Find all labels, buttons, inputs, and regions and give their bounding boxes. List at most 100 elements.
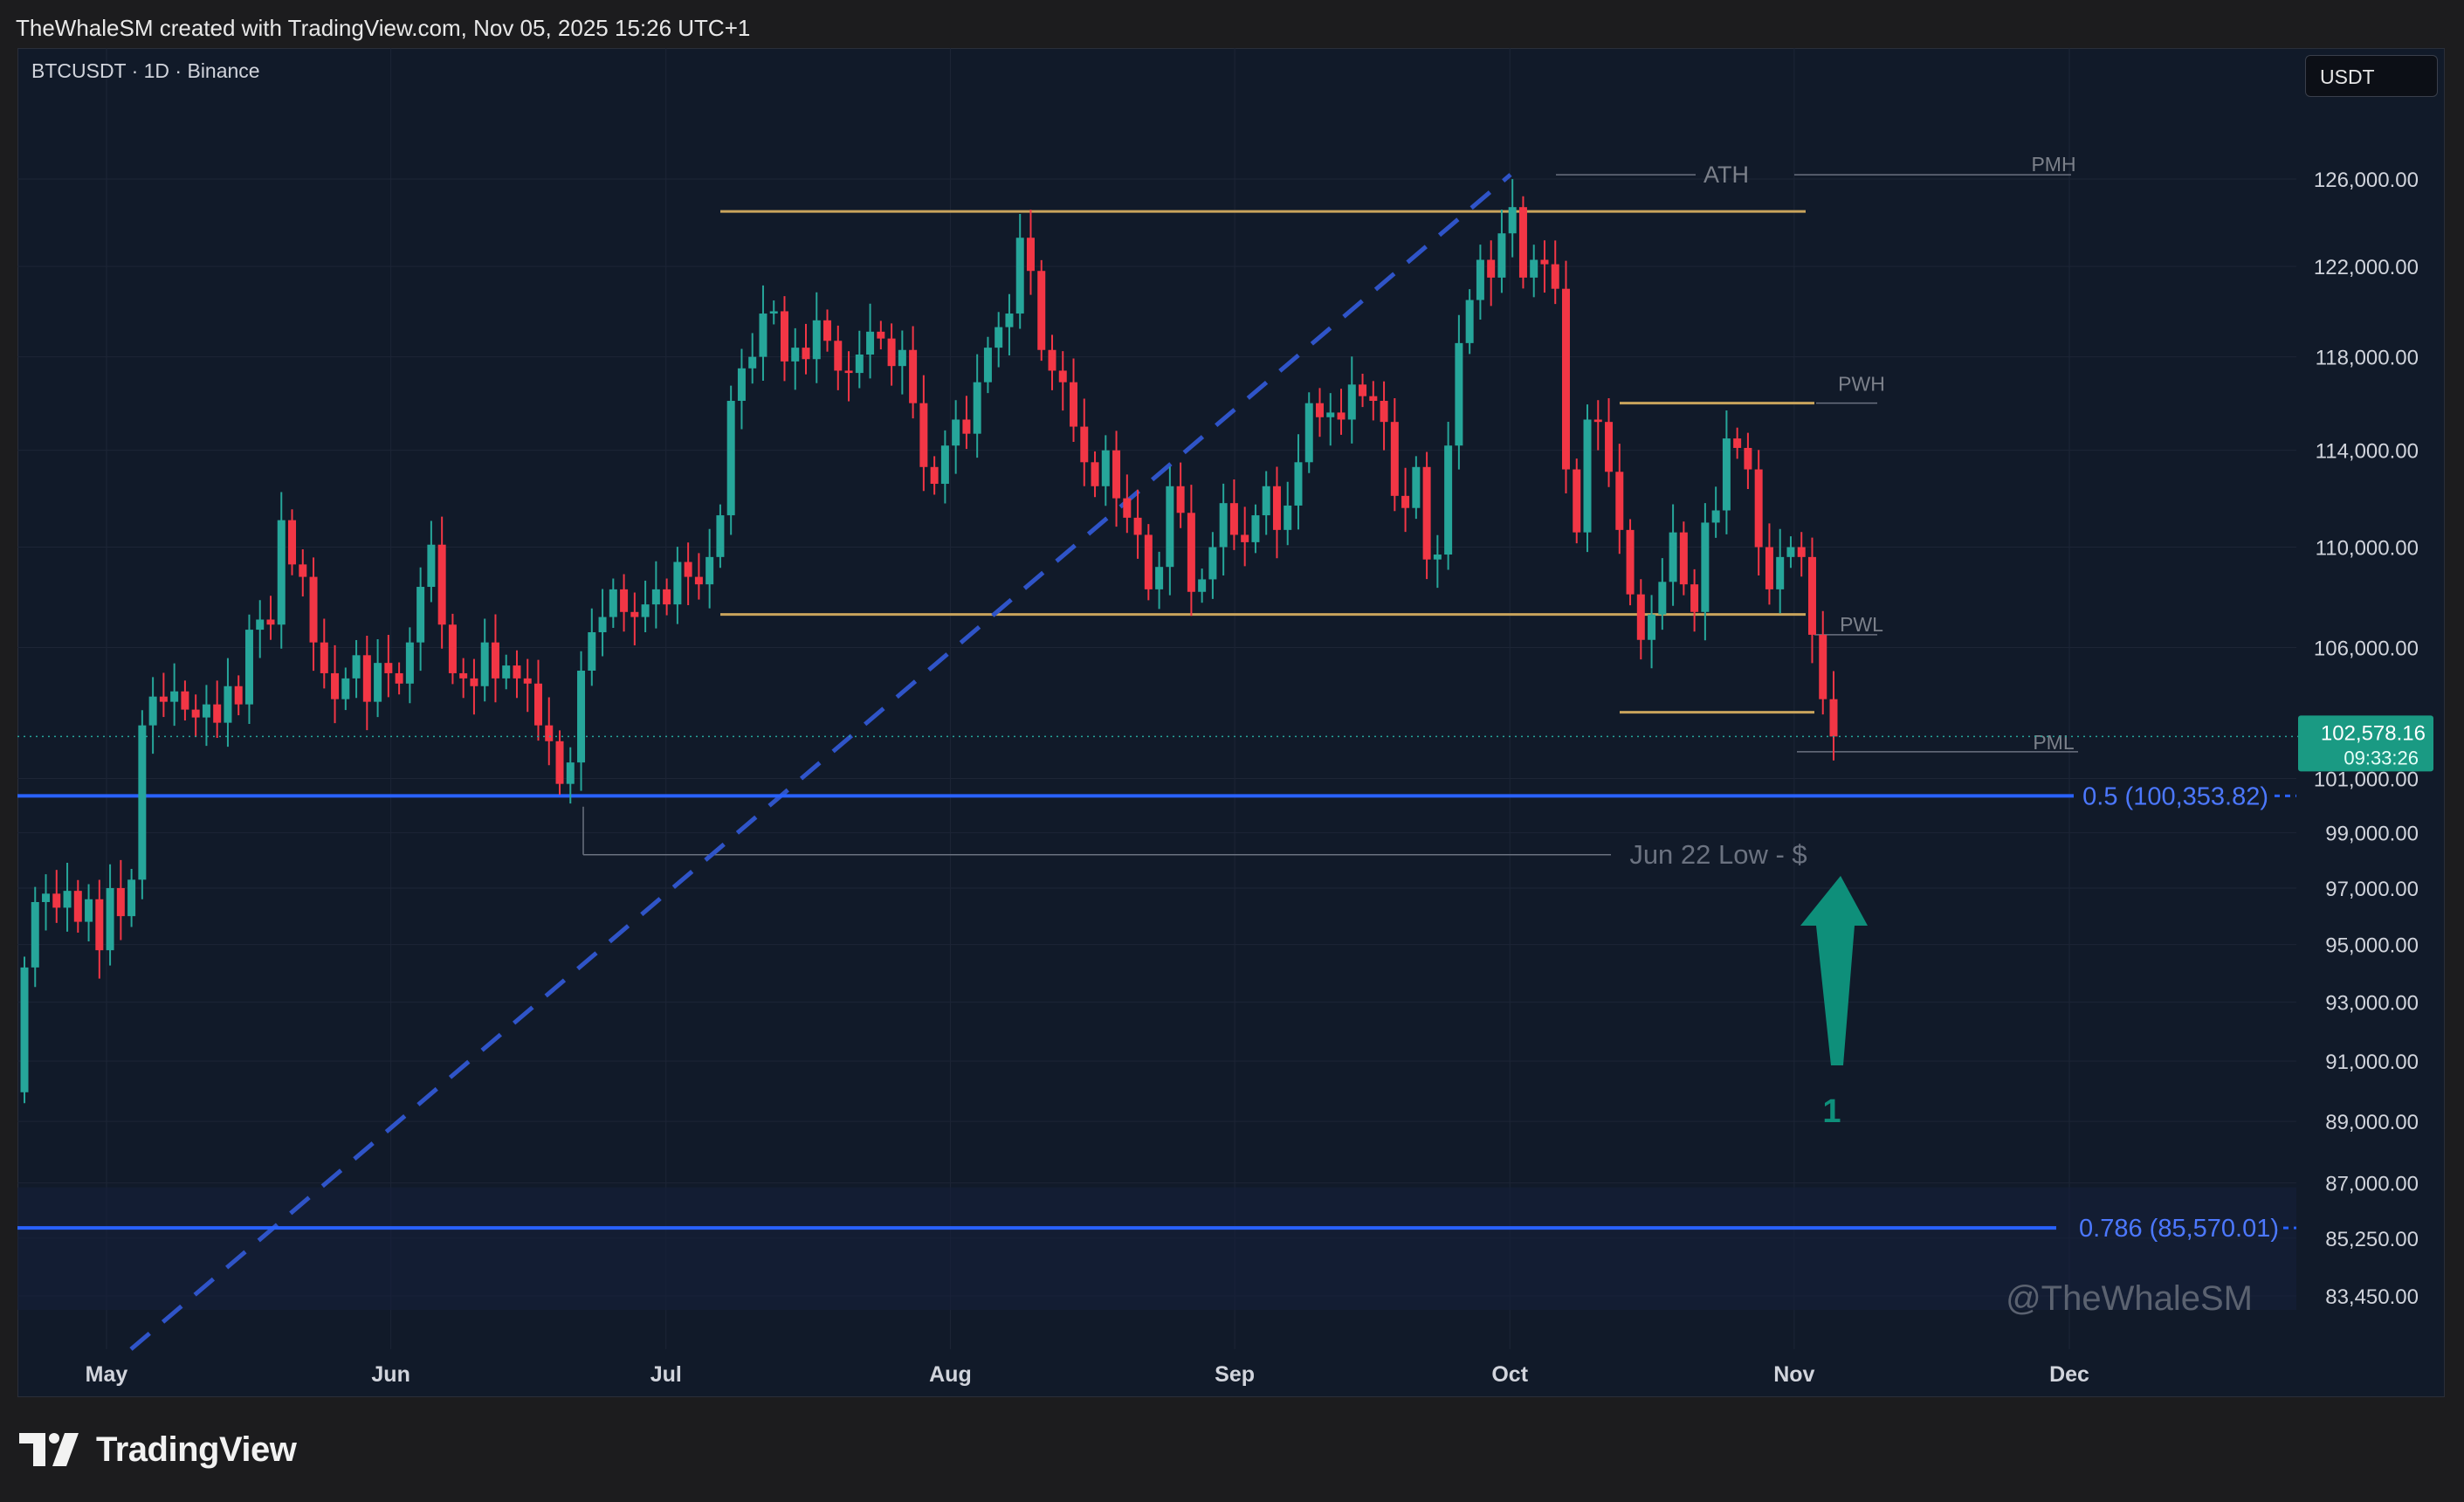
candle-body [191,709,200,718]
candle [726,385,735,535]
candle-body [1648,614,1656,640]
candle-body [1744,447,1752,470]
candle-body [405,642,414,684]
candle-body [1080,426,1089,463]
jun22-low-label: Jun 22 Low - $ [1629,839,1807,870]
candle-body [320,642,328,673]
candle-body [244,630,253,705]
candle [277,492,286,649]
candle-body [1829,699,1838,737]
currency-button[interactable]: USDT [2305,55,2438,97]
candle [20,956,29,1104]
candle [737,348,746,430]
candle-body [1518,207,1527,278]
candle [299,549,307,597]
candle-body [416,587,425,643]
candle-body [374,663,382,702]
candle-body [1401,495,1410,508]
y-tick-label: 122,000.00 [2314,256,2419,279]
candle [1187,485,1195,617]
candle-body [1593,419,1602,423]
candle [523,658,532,713]
candle-body [202,704,210,718]
candle-body [234,686,243,705]
candle-body [1144,534,1153,589]
candle [1497,210,1506,293]
candle [1005,293,1014,356]
candle [588,608,596,686]
tradingview-logo-icon [19,1433,79,1466]
candle [309,557,318,672]
candle [256,600,265,658]
candle-body [726,401,735,516]
last-price-value: 102,578.16 [2321,721,2426,745]
candle-body [1337,412,1346,420]
candle-body [148,696,157,726]
candle [234,675,243,716]
x-tick-label: Sep [1215,1362,1255,1387]
candle [1508,179,1517,258]
y-tick-label: 95,000.00 [2325,934,2419,958]
candle-body [1583,419,1592,533]
y-tick-label: 93,000.00 [2325,992,2419,1016]
y-tick-label: 101,000.00 [2314,768,2419,792]
candle [1058,351,1067,411]
candle [1359,373,1367,408]
candle [224,658,232,748]
candle [1733,427,1742,459]
candle-body [759,313,767,357]
y-tick-label: 114,000.00 [2316,440,2419,464]
candle-body [1316,403,1325,417]
candle [983,336,992,394]
candle [545,697,554,766]
candle-body [277,520,286,625]
candle [1744,432,1752,489]
candle [148,677,157,754]
candle [1026,210,1035,295]
candle [1444,422,1453,570]
candle [533,659,542,741]
candle-body [256,619,265,630]
fib-zone [17,1187,2296,1310]
candle-body [1026,238,1035,272]
candle-body [812,320,821,360]
candle [73,879,82,934]
candle-body [588,632,596,671]
candle [1648,595,1656,669]
candle-body [1605,422,1614,472]
candle-body [1091,462,1099,486]
chart-attribution: TheWhaleSM created with TradingView.com,… [16,15,751,41]
candle-body [834,341,843,371]
candle [427,520,436,603]
candle-body [1241,534,1249,542]
candle [1615,444,1624,555]
candle [170,663,179,727]
trend-line [129,173,1512,1351]
candle [1048,334,1056,390]
candle [1337,389,1346,435]
candle-body [106,887,114,951]
candle-body [20,967,29,1092]
candle-body [995,327,1003,348]
candle [1015,214,1024,329]
candle [1669,504,1677,606]
fib-0786-label: 0.786 (85,570.01) [2079,1215,2279,1243]
candle-body [1058,370,1067,382]
candle [459,658,468,699]
pwl-label: PWL [1840,613,1883,636]
candle [780,296,788,382]
candle-body [1476,259,1484,300]
candle-body [1540,259,1549,265]
candle-body [73,891,82,922]
symbol-info[interactable]: BTCUSDT · 1D · Binance [31,59,260,82]
candle-body [1455,342,1463,446]
candle [213,680,222,739]
candle [1658,558,1667,630]
candle [513,650,521,699]
tradingview-logo[interactable]: TradingView [19,1428,297,1471]
candle-body [1433,555,1442,560]
candle [651,561,660,629]
candle [802,323,810,375]
candle-body [1070,382,1078,427]
